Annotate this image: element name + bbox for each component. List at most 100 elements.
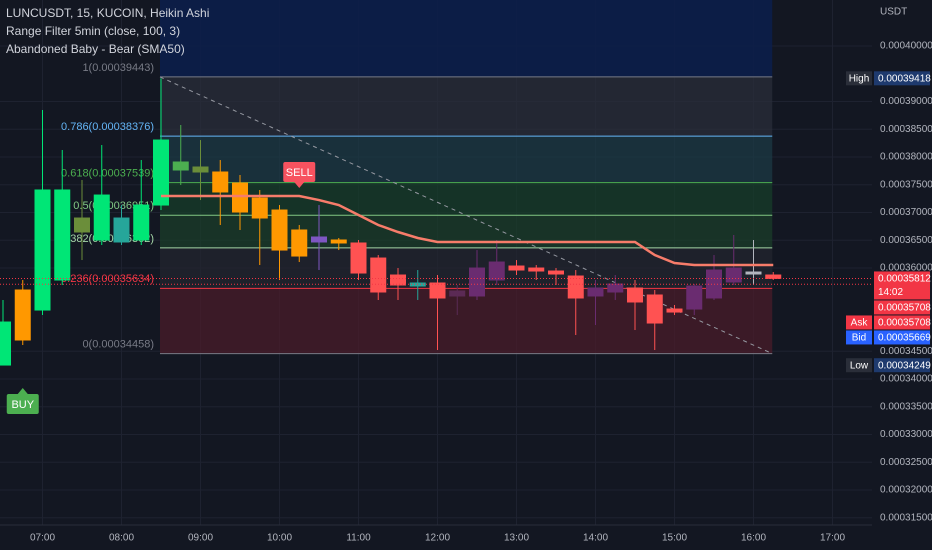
signal-box	[283, 162, 316, 182]
fib-level-label: 0.236(0.00035634)	[61, 273, 154, 285]
fib-zone	[160, 76, 773, 137]
price-countdown: 14:02	[878, 287, 903, 298]
x-tick-label: 09:00	[188, 533, 213, 544]
signal-box	[6, 394, 39, 414]
candle-body	[271, 209, 288, 251]
candle-body	[291, 229, 308, 257]
y-tick-label: 0.00034000	[880, 374, 932, 385]
fib-level-label: 1(0.00039443)	[82, 62, 154, 74]
candle-body	[607, 283, 624, 293]
y-tick-label: 0.00039000	[880, 96, 932, 107]
price-axis-label: USDT	[880, 7, 907, 18]
signal-pointer	[294, 182, 305, 188]
candle-body	[646, 294, 663, 324]
candle-body	[765, 274, 782, 279]
x-tick-label: 17:00	[820, 533, 845, 544]
candle-body	[370, 257, 387, 293]
candle-body	[468, 267, 486, 297]
x-tick-label: 13:00	[504, 533, 529, 544]
candle-body	[547, 270, 565, 275]
candle-body	[389, 274, 407, 286]
price-tag-value: 0.00034249	[878, 360, 931, 371]
price-tag-name-box	[846, 358, 872, 373]
price-tag-name-box	[846, 71, 872, 86]
price-tag	[874, 330, 930, 345]
price-tag-name-box	[846, 315, 872, 330]
candle-body	[449, 290, 466, 297]
x-tick-label: 16:00	[741, 533, 766, 544]
y-tick-label: 0.00034500	[880, 346, 932, 357]
y-tick-label: 0.00032000	[880, 485, 932, 496]
fib-zone	[160, 247, 773, 289]
candle-body	[330, 239, 347, 244]
price-tag-value: 0.00039418	[878, 73, 931, 84]
signal-label: BUY	[11, 399, 34, 411]
fib-extension-zone	[160, 0, 773, 77]
y-tick-label: 0.00033500	[880, 401, 932, 412]
y-tick-label: 0.00032500	[880, 457, 932, 468]
candle-body	[350, 242, 367, 274]
x-tick-label: 12:00	[425, 533, 450, 544]
x-tick-label: 08:00	[109, 533, 134, 544]
x-tick-label: 11:00	[346, 533, 371, 544]
y-tick-label: 0.00031500	[880, 512, 932, 523]
candle-body	[34, 189, 51, 311]
price-tag-value: 0.00035708	[878, 303, 931, 314]
candle-body	[212, 171, 229, 193]
candle-body	[686, 285, 703, 310]
price-tag	[874, 358, 930, 373]
price-tag-value: 0.00035708	[878, 318, 931, 329]
price-tag-name: High	[849, 73, 870, 84]
symbol-title: LUNCUSDT, 15, KUCOIN, Heikin Ashi	[6, 6, 209, 20]
candle-body	[172, 161, 189, 171]
indicator-legend: Range Filter 5min (close, 100, 3)	[6, 24, 180, 38]
candle-body	[508, 265, 525, 271]
price-tag-name: Ask	[851, 318, 869, 329]
signal-label: SELL	[286, 167, 313, 179]
candle-body	[251, 197, 268, 219]
candle-body	[54, 189, 71, 281]
price-tag-name: Low	[850, 360, 869, 371]
fib-zone	[160, 288, 773, 354]
fib-level-label: 0.786(0.00038376)	[61, 121, 154, 133]
indicator-legend: Abandoned Baby - Bear (SMA50)	[6, 42, 185, 56]
candle-body	[725, 267, 742, 283]
candle-body	[73, 217, 91, 233]
price-tag-value: 0.00035812	[878, 274, 931, 285]
marks	[0, 78, 782, 366]
signal-pointer	[17, 388, 28, 394]
candle-body	[745, 271, 762, 275]
candle-body	[626, 287, 644, 303]
candle-body	[429, 282, 446, 299]
overlay: BUY SELL	[0, 162, 872, 414]
fib-level-label: 0.618(0.00037539)	[61, 168, 154, 180]
price-tag	[874, 300, 930, 315]
y-tick-label: 0.00036000	[880, 263, 932, 274]
candle-body	[14, 289, 31, 341]
y-tick-label: 0.00037000	[880, 207, 932, 218]
candle-body	[0, 321, 12, 366]
price-tag-name-box	[846, 330, 872, 345]
candle-body	[310, 236, 328, 243]
candle-body	[587, 287, 604, 297]
x-tick-label: 07:00	[30, 533, 55, 544]
y-tick-label: 0.00037500	[880, 179, 932, 190]
price-tag	[874, 315, 930, 330]
y-tick-label: 0.00038000	[880, 152, 932, 163]
candle-body	[93, 194, 110, 241]
range-filter-line	[161, 194, 774, 267]
price-tag	[874, 71, 930, 86]
y-tick-label: 0.00040000	[880, 41, 932, 52]
x-tick-label: 14:00	[583, 533, 608, 544]
y-tick-label: 0.00033000	[880, 429, 932, 440]
candle-body	[231, 182, 249, 213]
price-tag-value: 0.00035669	[878, 333, 931, 344]
candle-body	[152, 139, 170, 206]
candle-body	[133, 204, 150, 241]
fib-zone	[160, 136, 773, 183]
price-tag-name: Bid	[852, 333, 866, 344]
price-tag	[874, 271, 930, 300]
candle-body	[567, 275, 584, 299]
candle-body	[488, 261, 505, 281]
